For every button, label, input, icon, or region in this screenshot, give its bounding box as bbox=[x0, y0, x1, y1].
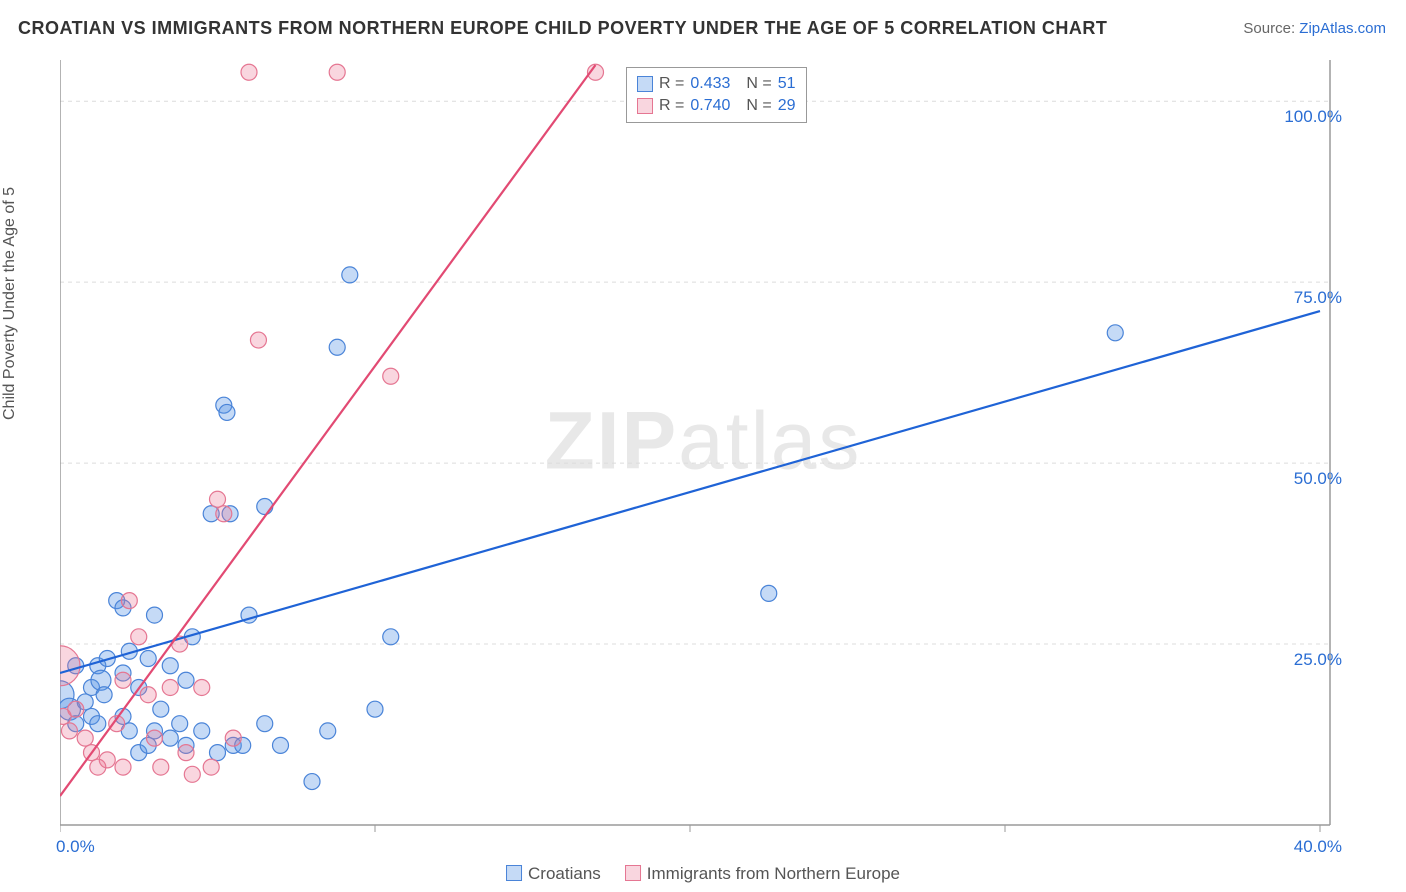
y-tick-label: 50.0% bbox=[1294, 469, 1342, 489]
stats-legend: R = 0.433 N = 51 R = 0.740 N = 29 bbox=[626, 67, 807, 123]
x-tick-label: 40.0% bbox=[1294, 837, 1342, 857]
y-axis-label: Child Poverty Under the Age of 5 bbox=[1, 187, 19, 420]
source-link[interactable]: ZipAtlas.com bbox=[1299, 20, 1386, 37]
legend-swatch bbox=[637, 76, 653, 92]
stats-row: R = 0.433 N = 51 bbox=[637, 73, 796, 95]
y-tick-label: 25.0% bbox=[1294, 650, 1342, 670]
n-value: 29 bbox=[778, 95, 796, 117]
chart-title: CROATIAN VS IMMIGRANTS FROM NORTHERN EUR… bbox=[18, 18, 1107, 39]
source-label: Source: ZipAtlas.com bbox=[1243, 20, 1386, 37]
chart-plot: R = 0.433 N = 51 R = 0.740 N = 29 25.0% 50.0… bbox=[60, 55, 1340, 845]
stats-row: R = 0.740 N = 29 bbox=[637, 95, 796, 117]
source-prefix: Source: bbox=[1243, 20, 1299, 37]
r-value: 0.740 bbox=[690, 95, 730, 117]
y-tick-label: 75.0% bbox=[1294, 288, 1342, 308]
series-legend: Croatians Immigrants from Northern Europe bbox=[506, 864, 900, 884]
legend-swatch bbox=[625, 865, 641, 881]
n-label: N = bbox=[746, 73, 771, 95]
n-value: 51 bbox=[778, 73, 796, 95]
legend-item: Immigrants from Northern Europe bbox=[625, 864, 900, 884]
legend-swatch bbox=[637, 98, 653, 114]
legend-label: Immigrants from Northern Europe bbox=[647, 864, 900, 883]
r-label: R = bbox=[659, 73, 684, 95]
legend-swatch bbox=[506, 865, 522, 881]
chart-svg bbox=[60, 55, 1340, 845]
x-tick-label: 0.0% bbox=[56, 837, 95, 857]
n-label: N = bbox=[746, 95, 771, 117]
legend-item: Croatians bbox=[506, 864, 601, 884]
r-label: R = bbox=[659, 95, 684, 117]
y-tick-label: 100.0% bbox=[1284, 107, 1342, 127]
r-value: 0.433 bbox=[690, 73, 730, 95]
legend-label: Croatians bbox=[528, 864, 601, 883]
